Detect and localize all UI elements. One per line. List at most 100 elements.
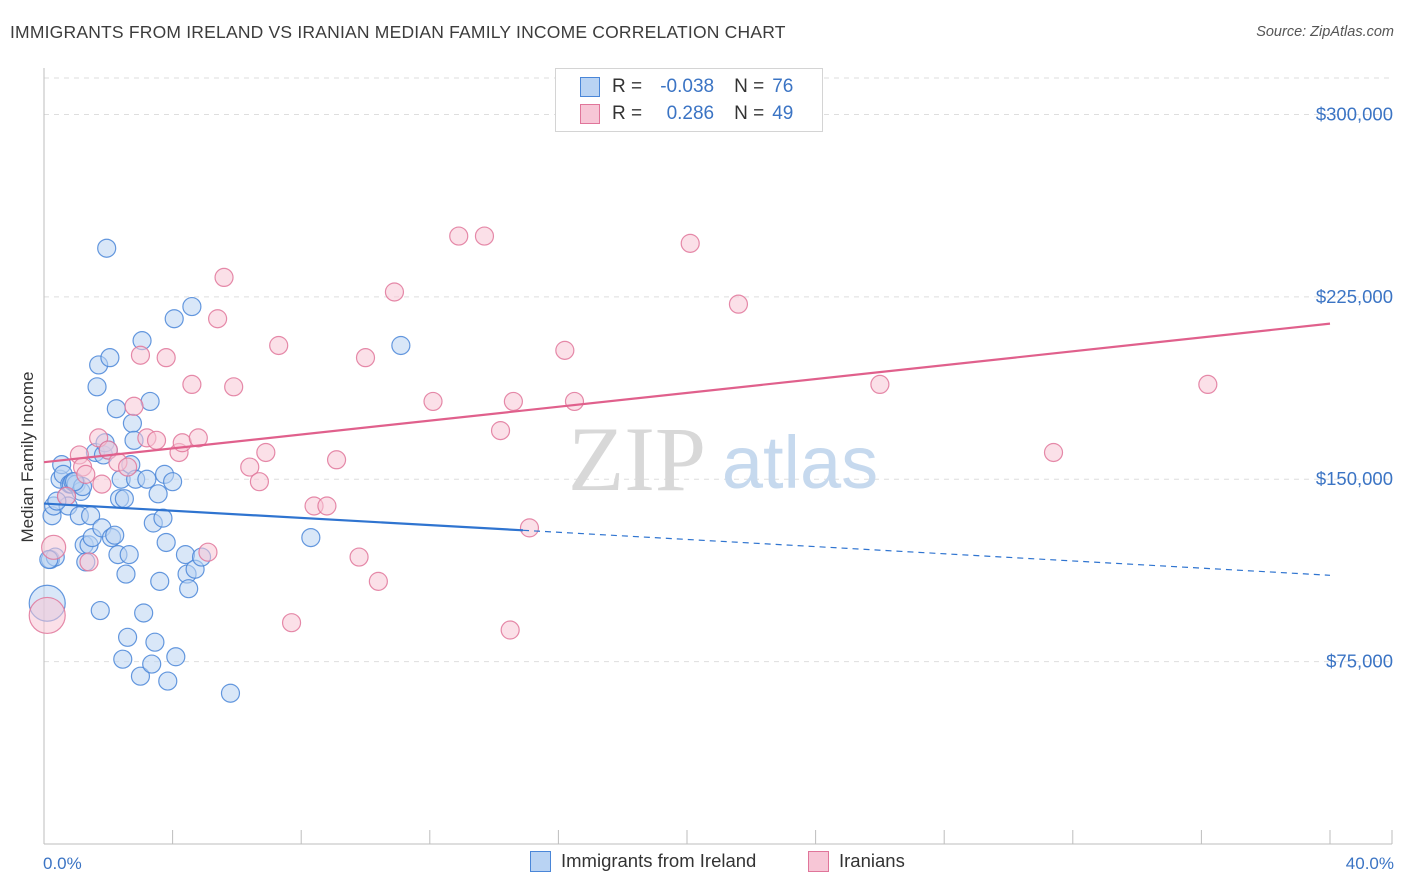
- x-tick-label-max: 40.0%: [1346, 854, 1394, 873]
- data-point: [114, 489, 134, 509]
- legend-swatch-iranians: [580, 104, 600, 124]
- data-point: [564, 391, 585, 412]
- data-point: [76, 464, 96, 484]
- series-legend: Immigrants from Ireland Iranians: [0, 850, 1406, 878]
- legend-n-label: N =: [734, 103, 765, 124]
- legend-row-ireland: R = -0.038 N = 76: [580, 74, 793, 100]
- series-iranians-points: [28, 226, 1218, 640]
- data-point: [519, 518, 540, 538]
- data-point: [145, 632, 165, 652]
- watermark: ZIP atlas: [568, 408, 878, 510]
- chart-source: Source: ZipAtlas.com: [1256, 24, 1394, 40]
- data-point: [79, 552, 99, 572]
- data-point: [117, 627, 138, 647]
- legend-item-ireland[interactable]: Immigrants from Ireland: [530, 850, 756, 872]
- y-tick-label: $150,000: [1316, 468, 1393, 489]
- data-point: [179, 579, 199, 599]
- legend-swatch-ireland: [580, 77, 600, 97]
- data-point: [368, 571, 388, 591]
- data-point: [349, 547, 369, 567]
- data-point: [474, 226, 495, 246]
- data-point: [680, 233, 700, 253]
- data-point: [41, 534, 67, 560]
- data-point: [182, 374, 202, 394]
- legend-label-iranians: Iranians: [839, 850, 905, 871]
- data-point: [117, 457, 138, 477]
- data-point: [384, 282, 405, 302]
- chart-title: IMMIGRANTS FROM IRELAND VS IRANIAN MEDIA…: [10, 22, 786, 42]
- data-point: [140, 391, 160, 412]
- data-point: [97, 238, 117, 258]
- data-point: [326, 450, 347, 470]
- data-point: [301, 527, 321, 548]
- data-point: [423, 391, 443, 412]
- data-point: [490, 421, 511, 441]
- legend-item-iranians[interactable]: Iranians: [808, 850, 905, 872]
- data-point: [449, 226, 469, 246]
- data-point: [105, 525, 125, 545]
- data-point: [220, 683, 241, 703]
- data-point: [317, 496, 337, 516]
- axes: [43, 68, 1393, 845]
- data-point: [56, 486, 77, 506]
- y-tick-label: $225,000: [1316, 286, 1393, 307]
- y-axis-label: Median Family Income: [18, 371, 37, 542]
- data-point: [391, 335, 411, 356]
- data-point: [503, 391, 523, 412]
- data-point: [166, 647, 186, 667]
- legend-n-label: N =: [734, 76, 765, 97]
- legend-n-value: 76: [772, 76, 794, 97]
- data-point: [198, 542, 218, 562]
- data-point: [355, 348, 376, 368]
- y-tick-label: $300,000: [1316, 103, 1393, 124]
- data-point: [134, 603, 154, 623]
- data-point: [130, 666, 151, 686]
- trend-line-ireland-extension: [523, 529, 1331, 576]
- y-tick-labels: $75,000 $150,000 $225,000 $300,000: [1316, 103, 1393, 671]
- data-point: [728, 294, 749, 314]
- data-point: [555, 340, 575, 360]
- data-point: [158, 671, 178, 691]
- data-point: [870, 374, 890, 394]
- x-tick-label-min: 0.0%: [43, 854, 82, 873]
- data-point: [119, 545, 139, 565]
- stats-legend: R = -0.038 N = 76 R = 0.286 N = 49: [555, 68, 823, 132]
- data-point: [148, 484, 168, 504]
- data-point: [256, 442, 276, 463]
- data-point: [208, 309, 228, 329]
- data-point: [150, 571, 170, 591]
- watermark-zip: ZIP: [568, 408, 706, 510]
- data-point: [500, 620, 520, 640]
- data-point: [106, 399, 126, 419]
- data-point: [163, 472, 183, 492]
- trend-line-iranians: [43, 322, 1331, 464]
- data-point: [1198, 374, 1218, 394]
- data-point: [87, 377, 107, 397]
- data-point: [113, 649, 133, 669]
- data-point: [146, 430, 167, 450]
- data-point: [164, 309, 184, 329]
- data-point: [137, 469, 157, 489]
- data-point: [249, 472, 270, 492]
- data-point: [142, 654, 162, 674]
- data-point: [156, 532, 176, 553]
- data-point: [1043, 442, 1064, 463]
- trend-lines: [43, 322, 1331, 576]
- legend-row-iranians: R = 0.286 N = 49: [580, 101, 793, 127]
- data-point: [116, 564, 136, 584]
- data-point: [153, 508, 173, 528]
- legend-swatch-ireland: [530, 850, 551, 872]
- legend-r-label: R =: [612, 103, 643, 124]
- trend-line-ireland: [43, 502, 524, 532]
- y-tick-label: $75,000: [1326, 651, 1393, 672]
- data-point: [224, 377, 244, 397]
- data-point: [130, 345, 151, 365]
- gridlines: [44, 77, 1392, 663]
- data-point: [90, 600, 110, 621]
- data-point: [214, 267, 234, 288]
- data-point: [156, 348, 176, 368]
- data-point: [122, 413, 143, 433]
- legend-n-value: 49: [772, 103, 794, 124]
- legend-label-ireland: Immigrants from Ireland: [561, 850, 757, 871]
- legend-r-value: -0.038: [660, 76, 715, 97]
